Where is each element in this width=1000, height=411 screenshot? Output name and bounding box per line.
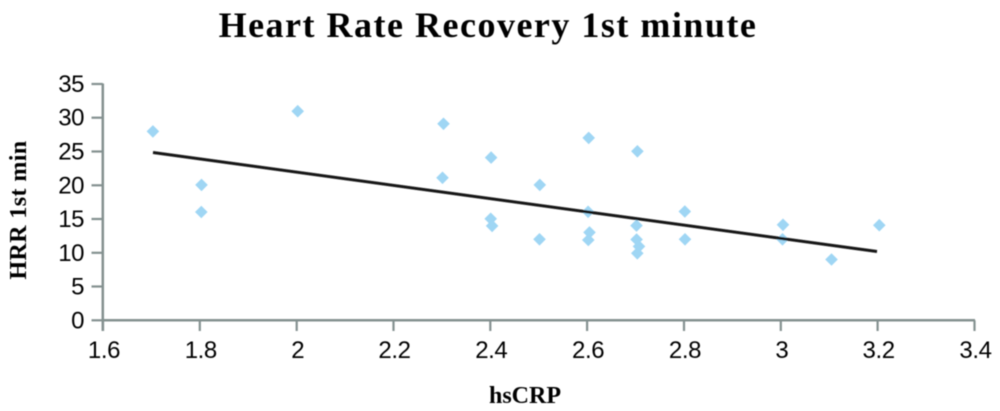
svg-text:2.4: 2.4	[475, 337, 507, 364]
svg-text:3.2: 3.2	[863, 337, 895, 364]
svg-text:1.8: 1.8	[185, 337, 217, 364]
svg-text:10: 10	[58, 240, 84, 267]
svg-text:2.6: 2.6	[572, 337, 604, 364]
svg-text:20: 20	[58, 172, 84, 199]
svg-text:2.8: 2.8	[669, 337, 701, 364]
svg-text:HRR 1st min: HRR 1st min	[6, 140, 32, 279]
svg-text:3.4: 3.4	[959, 337, 991, 364]
svg-text:25: 25	[58, 139, 84, 166]
svg-text:0: 0	[71, 307, 84, 334]
svg-text:hsCRP: hsCRP	[489, 383, 561, 409]
svg-text:15: 15	[58, 206, 84, 233]
svg-text:5: 5	[71, 274, 84, 301]
svg-text:2: 2	[291, 337, 304, 364]
svg-text:3: 3	[775, 337, 788, 364]
svg-text:1.6: 1.6	[88, 337, 120, 364]
svg-text:35: 35	[58, 71, 84, 98]
svg-text:30: 30	[58, 105, 84, 132]
svg-text:Heart Rate Recovery 1st minute: Heart Rate Recovery 1st minute	[219, 5, 758, 45]
svg-text:2.2: 2.2	[378, 337, 410, 364]
